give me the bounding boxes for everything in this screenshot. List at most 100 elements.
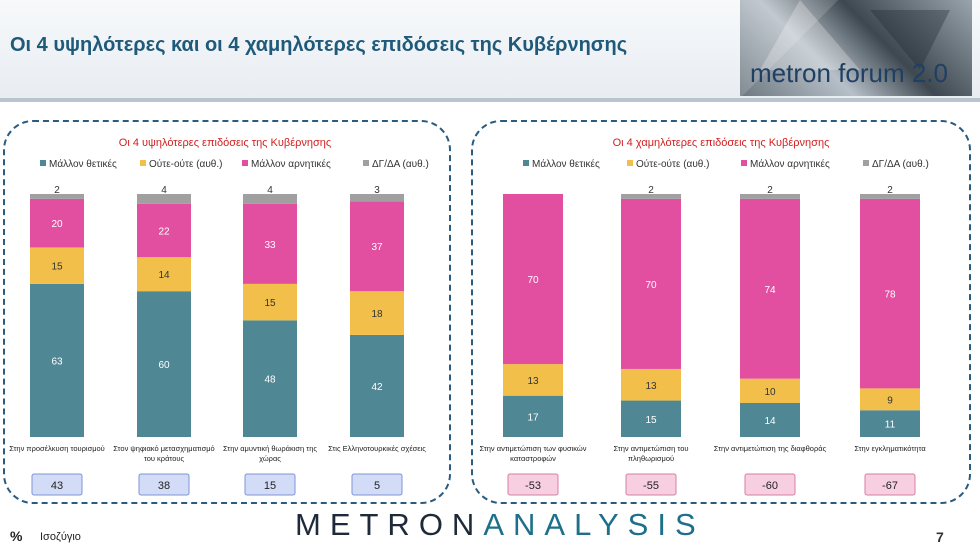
bar-segment (30, 283, 84, 437)
bar-segment (503, 364, 563, 396)
data-label: 42 (371, 382, 383, 393)
brand-thin: ANALYSIS (483, 507, 705, 542)
data-label: 10 (764, 387, 776, 398)
balance-value: -60 (762, 480, 778, 492)
bar-segment (860, 388, 920, 411)
category-label: Στην αντιμετώπιση της διαφθοράς (714, 444, 827, 453)
bar-segment (243, 194, 297, 204)
legend-swatch (741, 160, 747, 166)
data-label: 60 (158, 360, 170, 371)
bar-segment (740, 194, 800, 199)
bar-segment (30, 247, 84, 284)
bar-segment (350, 201, 404, 292)
data-label: 2 (887, 185, 893, 196)
data-label: 9 (887, 395, 893, 406)
data-label: 11 (885, 420, 896, 431)
data-label: 33 (264, 240, 276, 251)
data-label: 22 (158, 226, 170, 237)
bar-segment (621, 194, 681, 199)
category-label: καταστροφών (510, 454, 556, 463)
bar-segment (137, 291, 191, 437)
data-label: 2 (648, 185, 654, 196)
bar-segment (30, 194, 84, 199)
bar-segment (350, 291, 404, 335)
page-title: Οι 4 υψηλότερες και οι 4 χαμηλότερες επι… (10, 34, 628, 56)
legend-label: Ούτε-ούτε (αυθ.) (149, 158, 222, 170)
header-bar: Οι 4 υψηλότερες και οι 4 χαμηλότερες επι… (0, 0, 980, 102)
category-label: πληθωρισμού (628, 454, 674, 463)
balance-box (625, 473, 677, 496)
data-label: 15 (51, 262, 63, 273)
bar-segment (243, 283, 297, 321)
bar-segment (740, 378, 800, 403)
bar-segment (30, 198, 84, 248)
data-label: 3 (374, 185, 380, 196)
data-label: 2 (767, 185, 773, 196)
data-label: 20 (51, 219, 63, 230)
category-label: Στον ψηφιακό μετασχηματισμό (113, 444, 214, 453)
bar-segment (137, 257, 191, 292)
logo-text: metron forum 2.0 (750, 58, 948, 88)
balance-box (138, 473, 190, 496)
data-label: 14 (158, 270, 170, 281)
data-label: 15 (645, 415, 657, 426)
data-label: 13 (645, 381, 657, 392)
bar-segment (243, 320, 297, 437)
balance-box (744, 473, 796, 496)
bar-segment (621, 198, 681, 369)
balance-box (31, 473, 83, 496)
legend-label: ΔΓ/ΔΑ (αυθ.) (872, 159, 929, 170)
balance-value: 15 (264, 480, 276, 492)
data-label: 4 (161, 185, 167, 196)
bar-segment (860, 410, 920, 437)
category-label: Στην προσέλκυση τουρισμού (9, 444, 105, 453)
legend-swatch (140, 160, 146, 166)
bar-segment (621, 368, 681, 401)
data-label: 17 (527, 412, 539, 423)
data-label: 14 (764, 416, 776, 427)
legend-swatch (627, 160, 633, 166)
category-label: Στην εγκληματικότητα (854, 444, 926, 453)
bar-segment (621, 400, 681, 437)
bar-segment (137, 194, 191, 204)
balance-value: 5 (374, 480, 380, 492)
data-label: 63 (51, 356, 63, 367)
balance-box (351, 473, 403, 496)
bar-segment (503, 194, 563, 365)
legend-label: ΔΓ/ΔΑ (αυθ.) (372, 159, 429, 170)
balance-value: -53 (525, 480, 541, 492)
bar-segment (350, 194, 404, 202)
data-label: 18 (371, 309, 383, 320)
category-label: χώρας (259, 454, 281, 463)
legend-label: Μάλλον θετικές (49, 158, 117, 170)
legend-swatch (40, 160, 46, 166)
logo-shard-decoration (760, 0, 860, 70)
legend-label: Μάλλον αρνητικές (750, 158, 830, 170)
bar-segment (243, 203, 297, 284)
balance-value: -67 (882, 480, 898, 492)
data-label: 4 (267, 185, 273, 196)
data-label: 15 (264, 298, 276, 309)
bar-segment (350, 334, 404, 437)
percent-symbol: % (10, 528, 23, 544)
data-label: 70 (645, 280, 657, 291)
legend-swatch (523, 160, 529, 166)
balance-box (244, 473, 296, 496)
category-label: Στην αντιμετώπιση του (613, 444, 688, 453)
data-label: 78 (884, 290, 896, 301)
page-number: 7 (936, 529, 944, 545)
balance-value: 43 (51, 480, 63, 492)
panel-bottom-performances (471, 120, 971, 504)
data-label: 37 (371, 242, 383, 253)
bar-segment (860, 194, 920, 199)
data-label: 13 (527, 376, 539, 387)
logo-shard-decoration (870, 10, 950, 70)
chart-title: Οι 4 υψηλότερες επιδόσεις της Κυβέρνησης (119, 137, 331, 149)
balance-box (507, 473, 559, 496)
chart-title: Οι 4 χαμηλότερες επιδόσεις της Κυβέρνηση… (613, 137, 830, 149)
bar-segment (740, 198, 800, 379)
legend-label: Μάλλον θετικές (532, 158, 600, 170)
category-label: του κράτους (144, 454, 185, 463)
bar-segment (860, 198, 920, 389)
panel-top-performances (3, 120, 451, 504)
